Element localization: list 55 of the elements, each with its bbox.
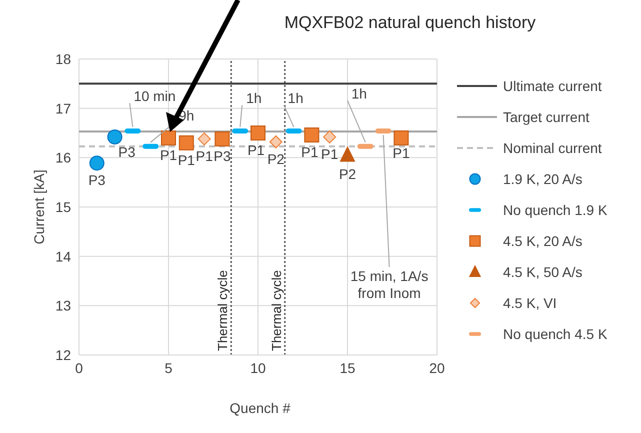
y-tick-label: 17 <box>55 100 72 116</box>
annotation: P1 <box>392 144 410 161</box>
point <box>250 126 266 140</box>
annotation: P3 <box>214 148 231 164</box>
legend-label: Nominal current <box>503 140 602 156</box>
annotation: 1h <box>246 90 262 106</box>
point <box>394 130 409 146</box>
x-tick-label: 15 <box>340 360 356 376</box>
annotation: P1 <box>178 152 196 168</box>
annotation: P3 <box>118 144 136 160</box>
point <box>340 146 355 162</box>
y-tick-label: 14 <box>55 248 72 264</box>
point <box>178 135 194 150</box>
annotation: P1 <box>160 146 178 163</box>
y-tick-label: 13 <box>55 298 72 314</box>
point <box>198 132 211 146</box>
point <box>304 127 320 142</box>
chart-title: MQXFB02 natural quench history <box>284 13 536 32</box>
x-tick-label: 5 <box>164 360 173 376</box>
annotation: P1 <box>301 144 318 160</box>
annotation: P1 <box>196 148 214 164</box>
annotation: 1h <box>351 85 367 102</box>
annotation: P2 <box>267 150 285 167</box>
point <box>269 135 282 148</box>
y-tick-label: 15 <box>55 198 72 215</box>
x-tick-label: 0 <box>75 360 84 376</box>
annotation: 1h <box>288 90 304 106</box>
y-tick-label: 18 <box>55 50 72 67</box>
annotation: 15 min, 1A/s from Inom <box>350 268 428 302</box>
legend-label: Target current <box>503 108 590 124</box>
x-tick-label: 10 <box>250 360 266 376</box>
legend-label: No quench 4.5 K <box>503 326 608 342</box>
annotation: P1 <box>321 146 338 162</box>
ref-line-label: Thermal cycle <box>215 270 230 351</box>
legend-label: 4.5 K, 20 A/s <box>503 232 582 248</box>
y-axis-title: Current [kA] <box>31 170 47 244</box>
annotation: P1 <box>247 142 265 158</box>
point <box>89 156 104 171</box>
annotation: 10 min <box>134 88 176 104</box>
legend-label: 4.5 K, 50 A/s <box>503 264 582 280</box>
point <box>107 129 122 144</box>
x-axis-title: Quench # <box>230 400 291 416</box>
legend-label: Ultimate current <box>503 78 602 94</box>
annotation: P3 <box>88 172 106 188</box>
y-tick-label: 16 <box>55 150 72 166</box>
point <box>161 130 176 146</box>
legend-label: No quench 1.9 K <box>503 202 608 218</box>
legend-label: 4.5 K, VI <box>503 294 557 310</box>
point <box>214 131 230 146</box>
y-tick-label: 12 <box>55 346 72 363</box>
annotation: P2 <box>338 166 356 182</box>
point <box>323 130 336 144</box>
ref-line-label: Thermal cycle <box>268 270 284 351</box>
legend-label: 1.9 K, 20 A/s <box>503 170 582 186</box>
x-tick-label: 20 <box>429 360 445 376</box>
